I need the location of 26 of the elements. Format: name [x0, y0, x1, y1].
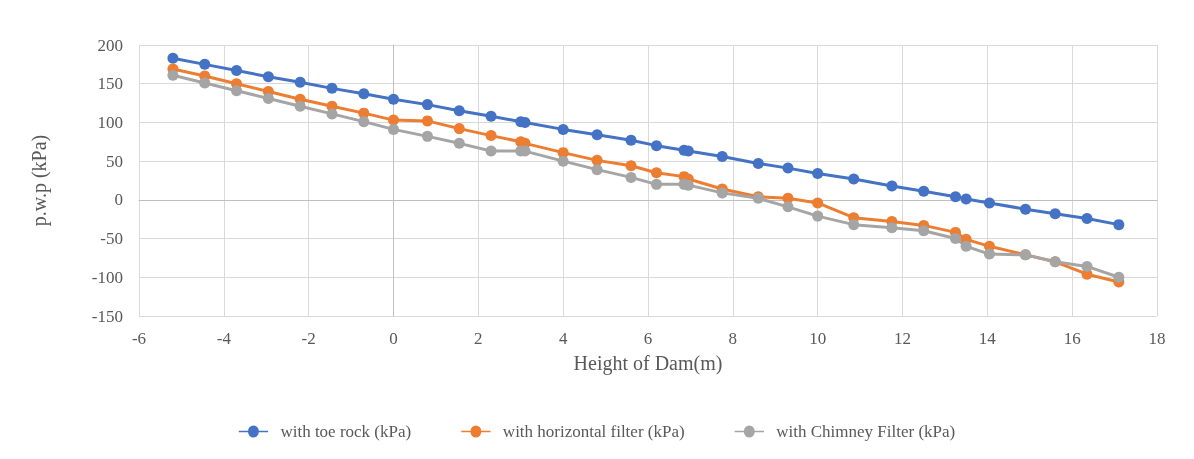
x-tick-label: 12: [894, 329, 911, 348]
y-tick-label: 50: [106, 151, 123, 171]
y-tick-label: -50: [100, 229, 123, 249]
y-tick-label: -100: [91, 267, 123, 287]
x-tick-label: -2: [301, 329, 316, 348]
y-tick-label: 200: [97, 35, 123, 55]
x-axis-title: Height of Dam(m): [573, 352, 723, 375]
x-tick-label: 6: [643, 329, 653, 348]
x-tick-label: -4: [216, 329, 232, 348]
x-tick-label: 4: [558, 329, 568, 348]
x-tick-label: -6: [131, 329, 147, 348]
legend-label: with Chimney Filter (kPa): [776, 422, 956, 441]
y-tick-label: -150: [91, 306, 123, 326]
y-tick-label: 150: [97, 74, 123, 94]
x-tick-label: 18: [1148, 329, 1166, 348]
y-tick-label: 100: [97, 112, 123, 132]
x-tick-label: 2: [474, 329, 483, 348]
legend-label: with toe rock (kPa): [280, 422, 412, 441]
legend-label: with horizontal filter (kPa): [502, 422, 685, 441]
x-tick-label: 16: [1063, 329, 1081, 348]
x-tick-label: 10: [809, 329, 827, 348]
x-tick-label: 14: [978, 329, 997, 348]
y-axis-title: p.w.p (kPa): [28, 134, 51, 227]
x-tick-label: 8: [728, 329, 738, 348]
x-tick-label: 0: [389, 329, 398, 348]
y-tick-label: 0: [114, 190, 123, 210]
